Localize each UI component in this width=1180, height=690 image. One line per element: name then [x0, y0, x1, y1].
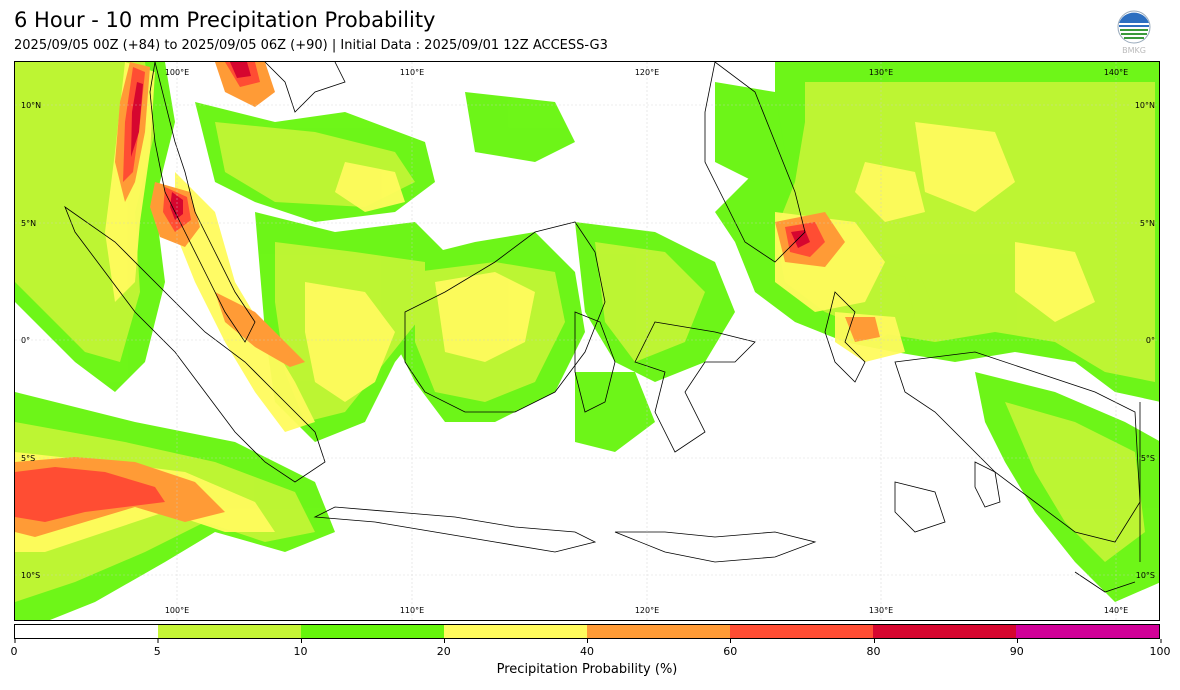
- lon-labels-top: 100°E 110°E 120°E 130°E 140°E: [165, 68, 1128, 77]
- colorbar-tick-label: 5: [154, 639, 161, 658]
- lon-label-top: 130°E: [869, 68, 893, 77]
- colorbar-tick-label: 20: [437, 639, 451, 658]
- colorbar: [14, 624, 1160, 639]
- colorbar-ticks: 0 5 10 20 40 60 80 90 100: [11, 639, 1171, 659]
- colorbar-tick-label: 0: [11, 639, 18, 658]
- colorbar-segment: [730, 625, 873, 638]
- lon-label-top: 100°E: [165, 68, 189, 77]
- colorbar-segment: [301, 625, 444, 638]
- colorbar-segment: [873, 625, 1016, 638]
- colorbar-segment: [158, 625, 301, 638]
- lon-label-bottom: 140°E: [1104, 606, 1128, 615]
- lat-label-left: 10°S: [21, 571, 40, 580]
- lon-label-top: 110°E: [400, 68, 424, 77]
- colorbar-segment: [444, 625, 587, 638]
- colorbar-tick-label: 80: [867, 639, 881, 658]
- lon-label-bottom: 120°E: [635, 606, 659, 615]
- colorbar-segment: [1016, 625, 1159, 638]
- gridlines: [15, 62, 1159, 620]
- lat-label-left: 5°N: [21, 219, 36, 228]
- colorbar-tick-label: 60: [723, 639, 737, 658]
- precip-layer-crimson: [131, 62, 810, 248]
- lat-label-right: 5°S: [1141, 454, 1155, 463]
- lon-label-top: 120°E: [635, 68, 659, 77]
- lon-label-top: 140°E: [1104, 68, 1128, 77]
- precip-layer-yellow: [15, 62, 1095, 552]
- colorbar-tick-label: 40: [580, 639, 594, 658]
- colorbar-tick-label: 10: [294, 639, 308, 658]
- lat-label-left: 5°S: [21, 454, 35, 463]
- lon-label-bottom: 100°E: [165, 606, 189, 615]
- bmkg-logo-icon: BMKG: [1112, 10, 1156, 56]
- lat-label-right: 10°S: [1136, 571, 1155, 580]
- colorbar-tick-label: 90: [1010, 639, 1024, 658]
- lon-labels-bottom: 100°E 110°E 120°E 130°E 140°E: [165, 606, 1128, 615]
- colorbar-tick-label: 100: [1150, 639, 1171, 658]
- lat-labels-left: 10°N 5°N 0° 5°S 10°S: [21, 101, 41, 580]
- colorbar-segment: [587, 625, 730, 638]
- lat-label-right: 10°N: [1135, 101, 1155, 110]
- lat-label-right: 0°: [1146, 336, 1155, 345]
- chart-subtitle: 2025/09/05 00Z (+84) to 2025/09/05 06Z (…: [14, 38, 608, 53]
- lon-label-bottom: 110°E: [400, 606, 424, 615]
- chart-title: 6 Hour - 10 mm Precipitation Probability: [14, 8, 436, 32]
- colorbar-label: Precipitation Probability (%): [496, 662, 678, 677]
- logo-text: BMKG: [1122, 46, 1146, 55]
- precipitation-map: 100°E 110°E 120°E 130°E 140°E 100°E 110°…: [14, 61, 1160, 621]
- colorbar-segment: [15, 625, 158, 638]
- lat-label-right: 5°N: [1140, 219, 1155, 228]
- lat-label-left: 10°N: [21, 101, 41, 110]
- coastlines: [64, 62, 1141, 593]
- lon-label-bottom: 130°E: [869, 606, 893, 615]
- lat-labels-right: 10°N 5°N 0° 5°S 10°S: [1135, 101, 1155, 580]
- lat-label-left: 0°: [21, 336, 30, 345]
